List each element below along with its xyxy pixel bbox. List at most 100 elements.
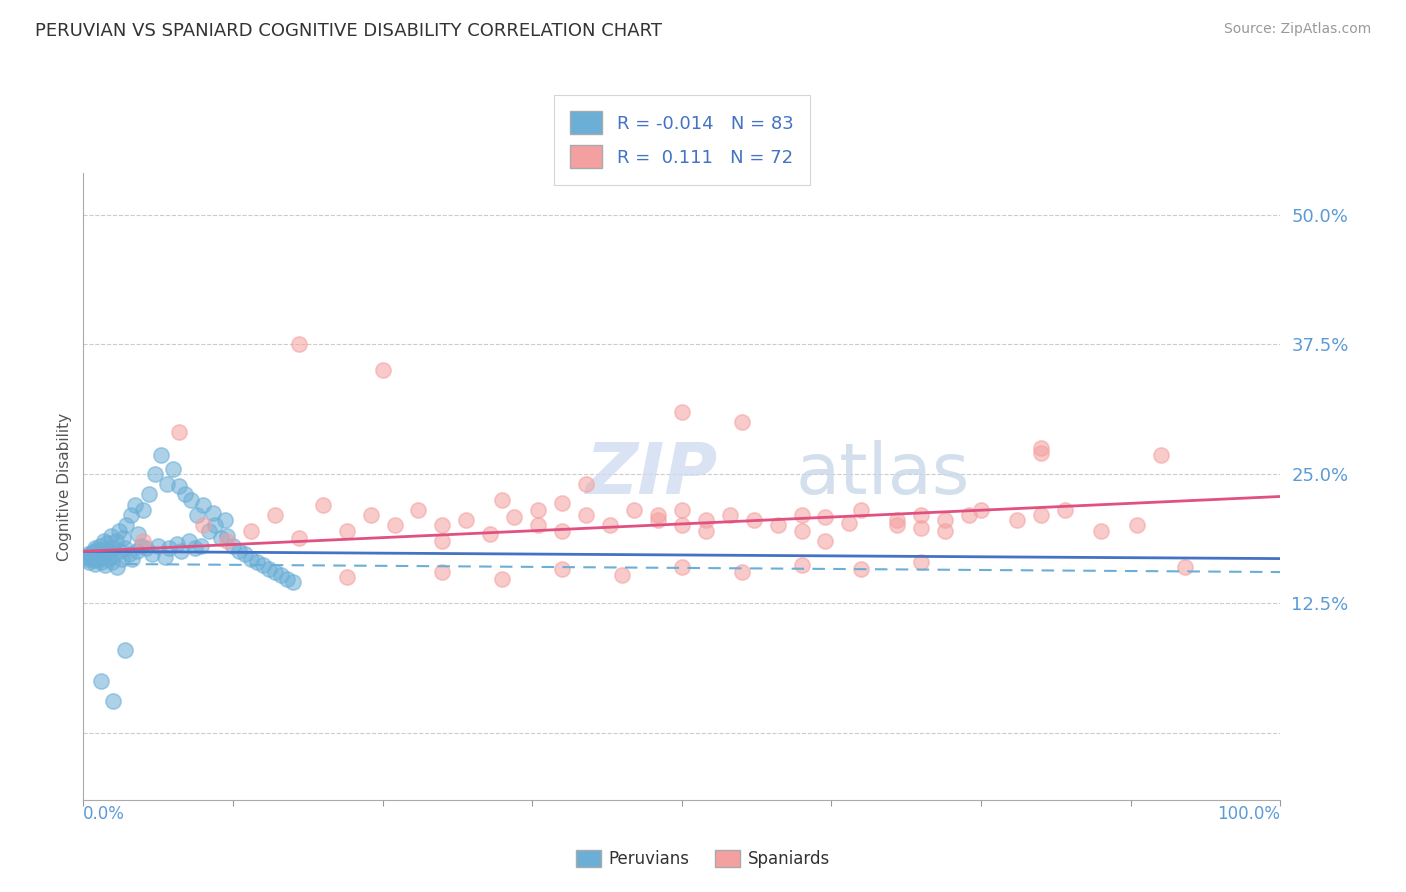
Point bbox=[287, 531, 309, 545]
Point bbox=[76, 551, 98, 566]
Point bbox=[730, 565, 752, 579]
Point bbox=[886, 518, 908, 533]
Point bbox=[166, 537, 188, 551]
Point bbox=[599, 518, 621, 533]
Text: PERUVIAN VS SPANIARD COGNITIVE DISABILITY CORRELATION CHART: PERUVIAN VS SPANIARD COGNITIVE DISABILIT… bbox=[35, 22, 662, 40]
Point bbox=[408, 503, 430, 517]
Point bbox=[910, 508, 932, 522]
Point bbox=[336, 570, 359, 584]
Point bbox=[86, 543, 108, 558]
Point bbox=[718, 508, 741, 522]
Point bbox=[239, 524, 262, 538]
Point bbox=[742, 513, 765, 527]
Point bbox=[141, 548, 163, 562]
Point bbox=[257, 562, 280, 576]
Point bbox=[730, 415, 752, 429]
Point bbox=[647, 508, 669, 522]
Point bbox=[103, 694, 125, 708]
Point bbox=[90, 555, 112, 569]
Point bbox=[957, 508, 980, 522]
Point bbox=[198, 524, 221, 538]
Point bbox=[103, 541, 125, 556]
Point bbox=[191, 518, 214, 533]
Text: 0.0%: 0.0% bbox=[83, 805, 125, 823]
Point bbox=[174, 487, 197, 501]
Point bbox=[143, 467, 166, 481]
Point bbox=[814, 510, 837, 524]
Point bbox=[90, 544, 112, 558]
Point bbox=[695, 513, 717, 527]
Point bbox=[239, 551, 262, 566]
Point bbox=[1149, 448, 1171, 462]
Point bbox=[1090, 524, 1112, 538]
Point bbox=[610, 568, 633, 582]
Point bbox=[75, 549, 97, 564]
Point bbox=[491, 492, 513, 507]
Point bbox=[108, 524, 131, 538]
Point bbox=[671, 404, 693, 418]
Point bbox=[671, 518, 693, 533]
Point bbox=[671, 560, 693, 574]
Point bbox=[156, 477, 179, 491]
Point bbox=[1005, 513, 1028, 527]
Point bbox=[215, 529, 238, 543]
Point bbox=[263, 565, 285, 579]
Point bbox=[479, 526, 502, 541]
Point bbox=[456, 513, 478, 527]
Point bbox=[129, 539, 152, 553]
Point bbox=[86, 548, 108, 562]
Point bbox=[146, 539, 169, 553]
Point bbox=[120, 508, 142, 522]
Text: atlas: atlas bbox=[796, 440, 970, 508]
Point bbox=[114, 642, 136, 657]
Point bbox=[360, 508, 382, 522]
Point bbox=[114, 541, 136, 556]
Point bbox=[98, 544, 121, 558]
Point bbox=[132, 533, 155, 548]
Point bbox=[127, 526, 149, 541]
Point bbox=[432, 518, 454, 533]
Point bbox=[170, 544, 193, 558]
Point bbox=[127, 544, 149, 558]
Point bbox=[104, 533, 127, 548]
Point bbox=[115, 518, 138, 533]
Point bbox=[551, 524, 574, 538]
Point bbox=[204, 518, 226, 533]
Point bbox=[575, 477, 598, 491]
Point bbox=[851, 562, 873, 576]
Point bbox=[100, 529, 122, 543]
Point bbox=[93, 533, 115, 548]
Point bbox=[96, 536, 118, 550]
Point bbox=[94, 558, 117, 572]
Point bbox=[135, 541, 157, 556]
Point bbox=[432, 565, 454, 579]
Point bbox=[371, 363, 394, 377]
Point bbox=[80, 550, 103, 565]
Point bbox=[246, 555, 269, 569]
Point bbox=[222, 539, 245, 553]
Point bbox=[934, 524, 956, 538]
Point bbox=[77, 555, 100, 569]
Point bbox=[84, 541, 107, 556]
Y-axis label: Cognitive Disability: Cognitive Disability bbox=[58, 413, 72, 561]
Point bbox=[97, 551, 120, 566]
Point bbox=[1029, 441, 1052, 455]
Point bbox=[336, 524, 359, 538]
Point bbox=[1029, 508, 1052, 522]
Point bbox=[90, 673, 112, 688]
Point bbox=[575, 508, 598, 522]
Point bbox=[270, 568, 292, 582]
Point bbox=[934, 513, 956, 527]
Point bbox=[281, 575, 304, 590]
Legend: R = -0.014   N = 83, R =  0.111   N = 72: R = -0.014 N = 83, R = 0.111 N = 72 bbox=[554, 95, 810, 185]
Point bbox=[287, 337, 309, 351]
Point bbox=[191, 498, 214, 512]
Point bbox=[186, 508, 208, 522]
Point bbox=[138, 487, 160, 501]
Point bbox=[233, 548, 256, 562]
Point bbox=[215, 533, 238, 548]
Point bbox=[384, 518, 406, 533]
Text: 100.0%: 100.0% bbox=[1218, 805, 1281, 823]
Point bbox=[118, 548, 141, 562]
Point bbox=[790, 558, 813, 572]
